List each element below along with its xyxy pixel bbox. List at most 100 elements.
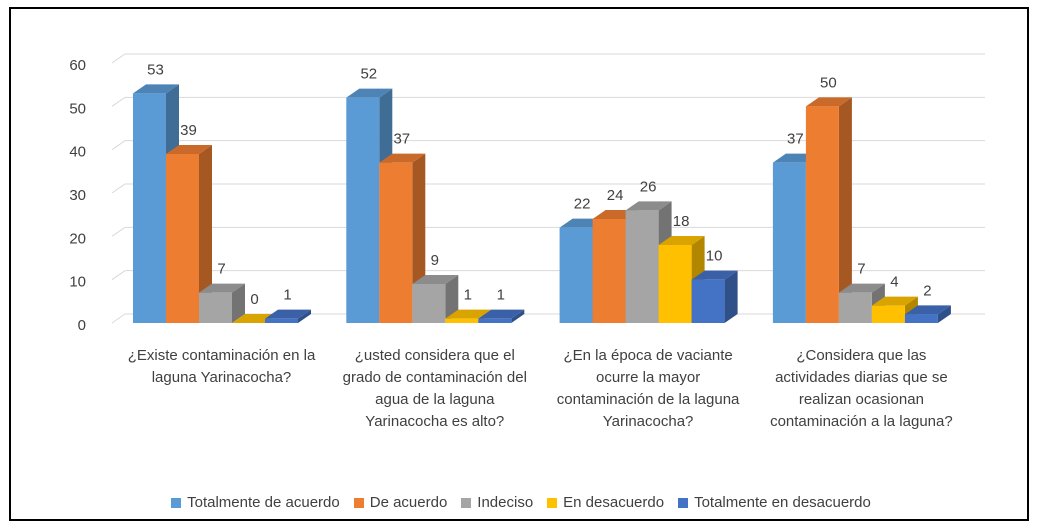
bar-front [478, 318, 512, 323]
bar-top [166, 145, 212, 154]
y-tick-label: 0 [78, 317, 86, 334]
bar-front [871, 305, 905, 323]
data-label: 52 [360, 66, 377, 83]
bar-top [805, 97, 852, 107]
bar-top [445, 309, 492, 319]
bar [691, 270, 738, 323]
bar-front [904, 314, 938, 323]
bar [166, 145, 212, 323]
bar-side [445, 275, 459, 323]
x-tick-label: ¿usted considera que el grado de contami… [342, 347, 527, 430]
legend-label: Totalmente en desacuerdo [694, 494, 871, 511]
bar-top [838, 283, 885, 293]
bar-front [559, 227, 593, 323]
data-label: 7 [217, 261, 225, 278]
bar-top [871, 296, 918, 306]
data-label: 4 [890, 274, 898, 291]
legend-swatch [353, 497, 364, 508]
data-label: 1 [497, 287, 505, 304]
grid-line [111, 226, 985, 237]
legend-item: Indeciso [461, 494, 533, 511]
bar-top [133, 84, 179, 94]
bar-side [298, 309, 311, 323]
bar-top [625, 201, 672, 211]
bar [904, 305, 951, 323]
bar-top [346, 88, 393, 98]
grid-line [111, 140, 985, 151]
bar-side [199, 145, 212, 323]
data-label: 53 [147, 61, 164, 78]
data-label: 0 [250, 291, 258, 308]
data-label: 18 [673, 213, 690, 230]
bar-front [166, 154, 199, 323]
data-label: 26 [640, 178, 657, 195]
data-label: 10 [706, 248, 723, 265]
bar-front [625, 210, 659, 323]
bar-side [937, 305, 951, 323]
bar-top [199, 283, 245, 293]
bar-side [511, 309, 525, 323]
bar-top [904, 305, 951, 315]
bar-front [133, 93, 166, 323]
bar-front [346, 97, 380, 324]
bar-top [379, 153, 426, 163]
bar-front [379, 162, 413, 323]
legend-item: Totalmente en desacuerdo [678, 494, 871, 511]
y-tick-label: 50 [69, 100, 86, 117]
bar-front [592, 219, 626, 323]
legend-swatch [547, 497, 558, 508]
bar-side [232, 283, 245, 323]
bar-front [772, 162, 806, 323]
data-label: 37 [393, 131, 410, 148]
bar-front [805, 106, 839, 323]
legend-label: De acuerdo [369, 494, 448, 511]
bar-top [265, 309, 311, 319]
y-tick-label: 60 [69, 57, 86, 74]
bar [412, 275, 459, 323]
data-label: 22 [574, 196, 591, 213]
data-label: 1 [283, 287, 291, 304]
bar-top [478, 309, 525, 319]
bar-front [838, 292, 872, 323]
data-label: 50 [820, 74, 837, 91]
grid-line [111, 270, 985, 281]
y-tick-label: 20 [69, 230, 86, 247]
legend: Totalmente de acuerdo De acuerdo Indeciso E… [0, 494, 1042, 511]
data-label: 9 [431, 252, 439, 269]
legend-label: En desacuerdo [563, 494, 665, 511]
bar-front [412, 284, 446, 323]
bar-front [265, 318, 298, 323]
bar [199, 283, 245, 323]
bar-side [724, 270, 738, 323]
bar [772, 153, 819, 323]
y-tick-label: 30 [69, 187, 86, 204]
bar [805, 97, 852, 323]
bar-front [658, 245, 692, 323]
data-label: 7 [857, 261, 865, 278]
legend-item: En desacuerdo [547, 494, 664, 511]
legend-item: De acuerdo [353, 494, 448, 511]
bar-top [412, 275, 459, 284]
bar-front [199, 292, 232, 323]
data-label: 37 [787, 131, 804, 148]
bar [478, 309, 525, 323]
grid-line [111, 53, 985, 64]
data-label: 1 [464, 287, 472, 304]
bar-side [838, 97, 852, 323]
x-tick-label: ¿En la época de vaciante ocurre la mayor… [556, 347, 740, 430]
legend-swatch [461, 497, 472, 508]
data-label: 39 [180, 122, 197, 139]
x-tick-label: ¿Considera que las actividades diarias q… [770, 347, 953, 430]
grid-line [111, 183, 985, 194]
legend-swatch [171, 497, 182, 508]
bar-front [691, 279, 725, 323]
bar-top [658, 236, 705, 245]
legend-label: Totalmente de acuerdo [187, 494, 340, 511]
x-tick-label: ¿Existe contaminación en la laguna Yarin… [127, 347, 316, 386]
chart-border [9, 7, 1029, 521]
bar-top [691, 270, 738, 280]
grid-line [111, 96, 985, 107]
bar [265, 309, 311, 323]
